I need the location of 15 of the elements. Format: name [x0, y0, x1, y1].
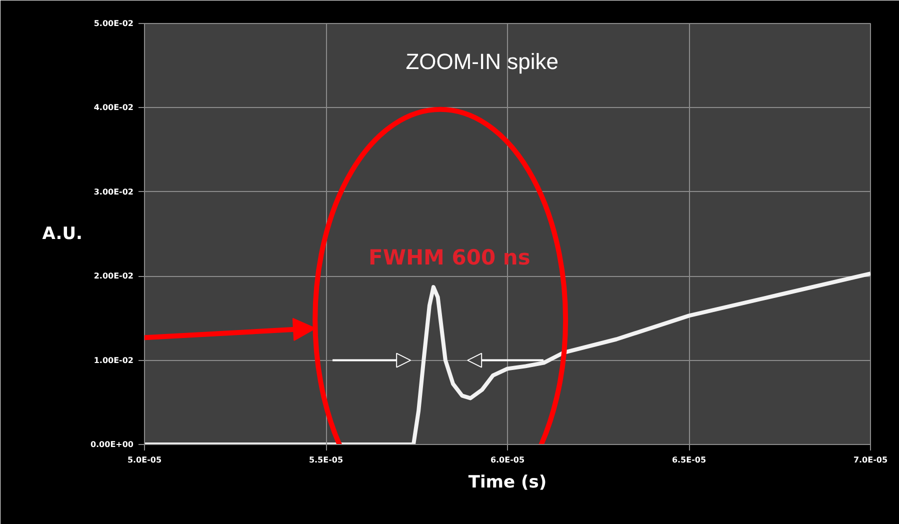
- annotation: FWHM 600 ns: [368, 246, 530, 270]
- y-axis-title: A.U.: [42, 224, 82, 244]
- y-tick-label: 1.00E-02: [94, 356, 134, 365]
- x-tick-label: 7.0E-05: [853, 456, 888, 464]
- y-tick-label: 4.00E-02: [94, 103, 134, 112]
- y-tick-label: 2.00E-02: [94, 272, 134, 281]
- y-tick-label: 5.00E-02: [94, 19, 134, 28]
- x-tick-label: 5.5E-05: [308, 456, 344, 464]
- x-tick-label: 5.0E-05: [127, 456, 162, 464]
- y-tick-label: 0.00E+00: [90, 440, 134, 449]
- x-tick-label: 6.0E-05: [490, 456, 525, 464]
- y-tick-label: 3.00E-02: [94, 187, 134, 196]
- x-tick-label: 6.5E-05: [672, 456, 706, 464]
- x-axis-title: Time (s): [468, 472, 547, 492]
- annotation: ZOOM-IN spike: [406, 48, 558, 74]
